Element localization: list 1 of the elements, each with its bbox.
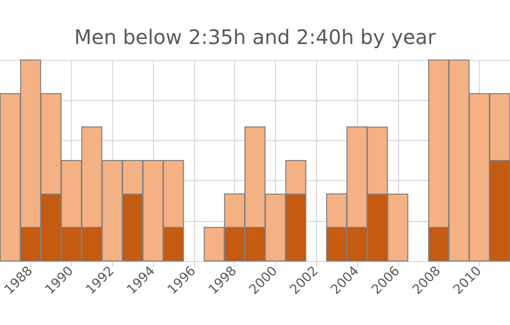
chart-title: Men below 2:35h and 2:40h by year <box>74 25 437 49</box>
